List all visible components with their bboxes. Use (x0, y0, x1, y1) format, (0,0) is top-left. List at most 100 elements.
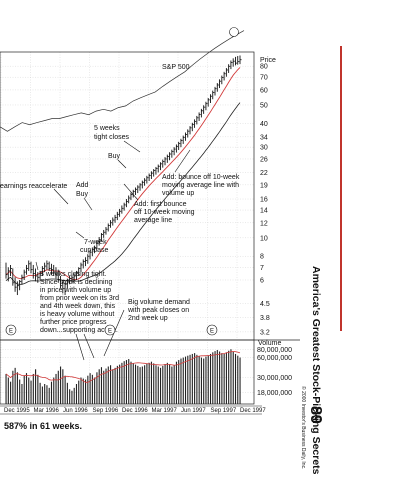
volume-bar (132, 363, 134, 404)
volume-moving-average-path (5, 351, 241, 383)
volume-bar (116, 365, 118, 404)
price-bar (200, 108, 203, 118)
price-bar (71, 274, 74, 283)
price-tick-label: 6 (260, 277, 264, 284)
volume-bar (155, 365, 157, 404)
volume-bar (166, 362, 168, 404)
price-bar (160, 162, 163, 171)
volume-bar (137, 365, 139, 404)
volume-bar (73, 387, 75, 404)
price-bar (73, 273, 76, 282)
price-bar (164, 157, 167, 166)
copyright-notice: © 2000 Investor's Business Daily, Inc. (300, 386, 306, 470)
date-tick-label: Dec 1995 (4, 408, 30, 414)
svg-text:Since stock is declining: Since stock is declining (40, 279, 112, 286)
price-bar (87, 254, 90, 264)
earnings-marker: E (104, 324, 116, 336)
price-bar (169, 152, 172, 161)
volume-tick-label: 30,000,000 (257, 375, 292, 382)
price-bar (48, 261, 51, 271)
volume-bar (96, 372, 98, 404)
volume-bar (103, 370, 105, 404)
long-moving-average-line (5, 102, 241, 285)
price-bar (155, 166, 158, 175)
price-bar (191, 122, 194, 132)
price-tick-label: 50 (260, 102, 268, 109)
caption: 587% in 61 weeks. (4, 421, 83, 431)
price-bar (103, 229, 106, 238)
price-bar (114, 214, 117, 223)
price-bar (50, 263, 54, 275)
price-bar (14, 277, 17, 292)
volume-bar (164, 364, 166, 404)
price-tick-label: 40 (260, 121, 268, 128)
volume-bar (119, 364, 121, 404)
price-bar (128, 195, 131, 204)
price-bar (7, 267, 10, 282)
volume-bar (153, 363, 155, 404)
price-bar (210, 94, 213, 104)
price-bar (153, 169, 156, 177)
svg-text:tight closes: tight closes (94, 134, 130, 141)
volume-bar (19, 379, 21, 404)
price-bar (162, 159, 165, 168)
svg-text:average line: average line (134, 217, 172, 224)
volume-bar (107, 366, 109, 404)
volume-tick-label: 60,000,000 (257, 355, 292, 362)
volume-bar (53, 377, 55, 404)
svg-text:from prior week on its 3rd: from prior week on its 3rd (40, 295, 119, 302)
volume-bar (100, 367, 103, 404)
volume-bar (37, 374, 39, 404)
price-bar (28, 260, 31, 271)
price-bar (78, 267, 81, 276)
price-bar (196, 115, 199, 125)
price-bar (207, 98, 210, 107)
book-spine: America's Greatest Stock-Picking Secrets… (300, 46, 348, 475)
price-ticks: 80 70 60 50 40 34 30 26 22 19 16 14 12 10 8 7 6 4.5 3.8 3.2 (260, 64, 270, 337)
price-bar (221, 75, 224, 85)
price-bar (139, 183, 142, 191)
svg-text:Add: Add (76, 182, 89, 189)
annotation-3-weeks-tight: 3 weeks closing tight. Since stock is de… (35, 261, 119, 361)
volume-bar (16, 372, 18, 404)
price-bar (35, 268, 38, 282)
sp500-line-path (0, 30, 245, 132)
date-axis: Dec 1995 Mar 1996 Jun 1996 Sep 1996 Dec 1996… (0, 405, 266, 415)
volume-bar (123, 361, 125, 404)
volume-bar (200, 357, 202, 404)
price-bar (137, 185, 140, 194)
volume-bar (219, 351, 221, 404)
svg-text:and 4th week down, this: and 4th week down, this (40, 303, 116, 310)
price-bar (216, 83, 219, 92)
volume-bar (57, 370, 59, 404)
volume-bar (230, 349, 232, 404)
price-bar (157, 164, 160, 173)
svg-text:is heavy volume without: is heavy volume without (40, 311, 114, 318)
svg-text:Add: bounce off 10-week: Add: bounce off 10-week (162, 174, 240, 181)
price-bar (182, 135, 185, 144)
book-title: America's Greatest Stock-Picking Secrets (310, 266, 322, 475)
annotation-add-buy: Add Buy (76, 182, 93, 211)
volume-bar (85, 379, 87, 404)
price-bar (10, 264, 13, 276)
volume-bar (46, 385, 48, 404)
volume-bar (110, 365, 112, 404)
sp500-label: S&P 500 (162, 64, 190, 71)
price-bar (175, 144, 178, 153)
price-tick-label: 3.2 (260, 329, 270, 336)
volume-bar (178, 360, 180, 404)
price-bar (21, 274, 24, 285)
volume-bar (196, 354, 198, 404)
price-tick-label: 80 (260, 64, 268, 71)
price-bar (180, 138, 183, 148)
price-tick-label: 4.5 (260, 301, 270, 308)
svg-text:with peak closes on: with peak closes on (127, 307, 189, 314)
price-bar (228, 64, 231, 73)
volume-bar (198, 356, 200, 404)
volume-bar (105, 368, 107, 404)
volume-bar (39, 382, 41, 404)
volume-bar (64, 375, 66, 404)
price-bar (237, 56, 240, 65)
stock-chart: Price 80 70 60 50 40 34 30 26 22 19 16 14 12 10 8 7 6 4.5… (0, 27, 300, 415)
price-bar (69, 275, 72, 285)
